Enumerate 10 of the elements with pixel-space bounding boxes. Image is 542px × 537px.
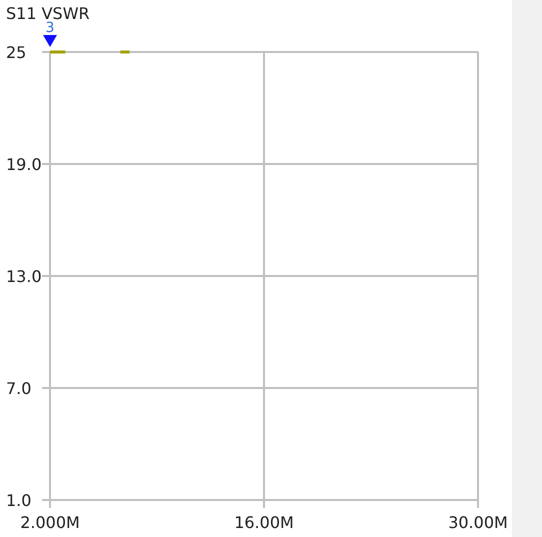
y-tick-label: 25 (6, 43, 26, 62)
x-tick-label: 30.00M (448, 513, 508, 532)
y-tick-label: 7.0 (6, 379, 32, 398)
y-tick-label: 19.0 (6, 155, 42, 174)
x-tick-label: 16.00M (234, 513, 294, 532)
y-tick-label: 1.0 (6, 491, 32, 510)
x-tick-label: 2.000M (20, 513, 80, 532)
chart-title: S11 VSWR (6, 4, 90, 23)
annotation: 3 (46, 20, 54, 36)
y-tick-label: 13.0 (6, 267, 42, 286)
